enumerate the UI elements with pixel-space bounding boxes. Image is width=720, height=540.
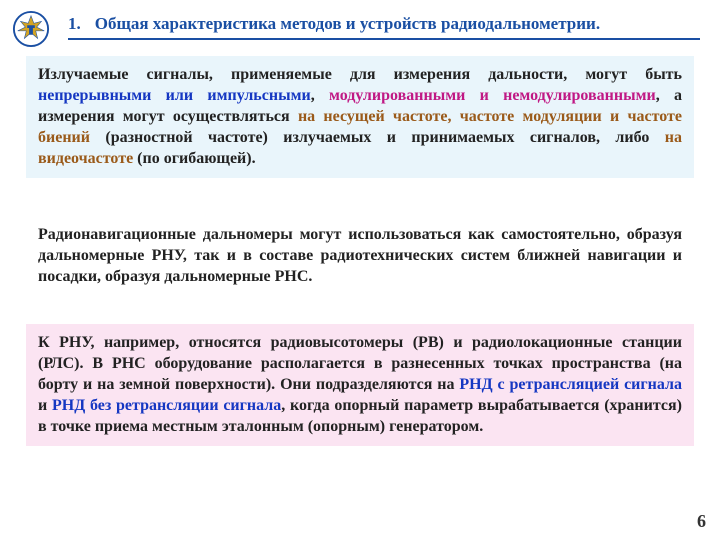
text: (разностной частоте) излучаемых и приним… <box>90 129 665 146</box>
text: Радионавигационные дальномеры могут испо… <box>38 226 682 285</box>
section-number: 1. <box>68 14 81 33</box>
text-highlight-blue: РНД с ретрансляцией сигнала <box>459 376 682 393</box>
paragraph-3: К РНУ, например, относятся радиовысотоме… <box>26 324 694 446</box>
emblem-icon <box>12 10 50 48</box>
section-title: Общая характеристика методов и устройств… <box>95 14 600 33</box>
text-highlight-pink: модулированными и немодулированными <box>329 87 656 104</box>
paragraph-2: Радионавигационные дальномеры могут испо… <box>26 216 694 295</box>
text: (по огибающей). <box>133 150 255 167</box>
text: и <box>38 397 52 414</box>
text-highlight-blue: непрерывными или импульсными <box>38 87 311 104</box>
slide: 1. Общая характеристика методов и устрой… <box>0 0 720 540</box>
page-number: 6 <box>697 511 706 532</box>
text: , <box>311 87 329 104</box>
header: 1. Общая характеристика методов и устрой… <box>0 6 720 46</box>
text: Излучаемые сигналы, применяемые для изме… <box>38 66 682 83</box>
title-line: 1. Общая характеристика методов и устрой… <box>68 14 700 40</box>
paragraph-1: Излучаемые сигналы, применяемые для изме… <box>26 56 694 178</box>
text-highlight-blue: РНД без ретрансляции сигнала <box>52 397 281 414</box>
